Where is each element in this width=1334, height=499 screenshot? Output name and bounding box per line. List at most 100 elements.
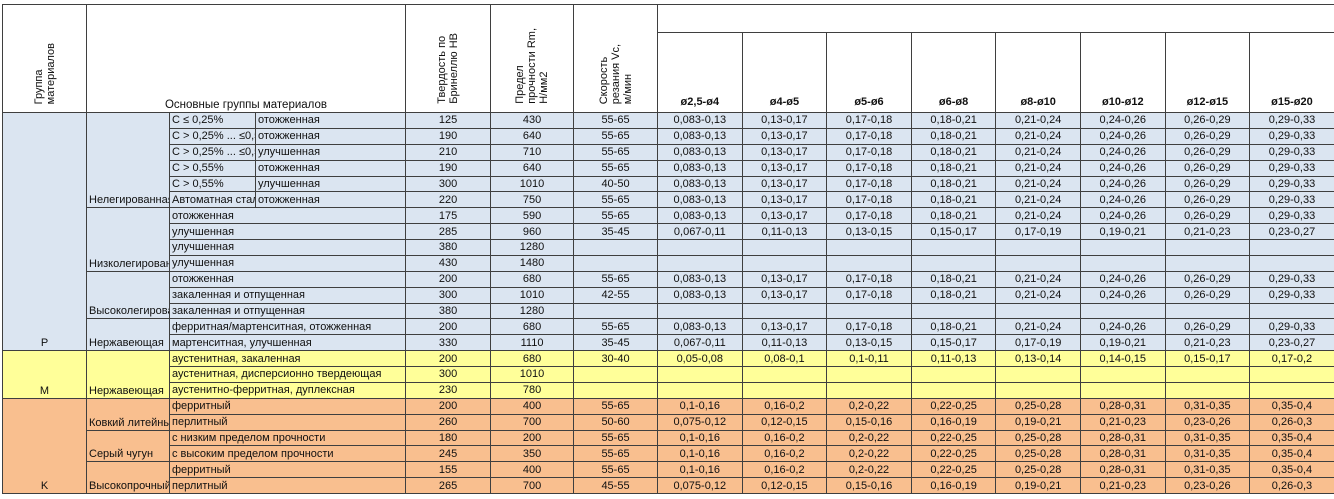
cell-feed-1[interactable]: 0,16-0,2 [741,461,828,479]
cell-feed-3[interactable]: 0,15-0,17 [910,334,997,352]
cell-material-group[interactable]: P [2,111,87,352]
cell-material-state[interactable]: отожженная [254,191,407,209]
cell-feed-6[interactable]: 0,23-0,26 [1164,477,1251,494]
cell-feed-4[interactable]: 0,17-0,19 [995,223,1081,240]
cell-feed-4[interactable] [995,302,1081,320]
cell-hardness-hb[interactable]: 190 [405,159,492,177]
cell-feed-1[interactable]: 0,13-0,17 [741,270,828,288]
cell-feed-0[interactable]: 0,083-0,13 [657,318,743,336]
cell-feed-2[interactable]: 0,17-0,18 [826,143,912,161]
cell-feed-6[interactable] [1164,381,1251,399]
cell-feed-3[interactable] [910,302,997,320]
cell-hardness-hb[interactable]: 200 [405,270,492,288]
cell-speed-vc[interactable] [573,381,659,399]
cell-feed-2[interactable]: 0,17-0,18 [826,127,912,145]
cell-feed-2[interactable]: 0,17-0,18 [826,207,912,225]
cell-feed-2[interactable]: 0,15-0,16 [826,413,912,431]
cell-speed-vc[interactable]: 55-65 [573,207,659,225]
cell-material-family[interactable]: Серый чугун [86,429,170,463]
cell-feed-3[interactable]: 0,18-0,21 [910,143,997,161]
cell-feed-7[interactable]: 0,29-0,33 [1249,207,1334,225]
cell-speed-vc[interactable] [573,239,659,256]
cell-feed-0[interactable]: 0,083-0,13 [657,175,743,193]
cell-speed-vc[interactable]: 55-65 [573,143,659,161]
cell-feed-1[interactable]: 0,16-0,2 [741,397,828,415]
header-material-group[interactable]: Группа материалов [2,4,87,113]
cell-feed-1[interactable] [741,381,828,399]
cell-feed-3[interactable]: 0,22-0,25 [910,429,997,447]
cell-strength-rm[interactable]: 640 [490,159,575,177]
cell-feed-2[interactable] [826,239,912,256]
cell-feed-1[interactable]: 0,13-0,17 [741,191,828,209]
cell-material[interactable]: ферритная/мартенситная, отожженная [168,318,407,336]
cell-feed-3[interactable]: 0,22-0,25 [910,445,997,463]
cell-strength-rm[interactable]: 1280 [490,302,575,320]
cell-feed-4[interactable]: 0,21-0,24 [995,175,1081,193]
cell-material-state[interactable]: улучшенная [254,143,407,161]
cell-feed-4[interactable]: 0,25-0,28 [995,397,1081,415]
cell-hardness-hb[interactable]: 380 [405,302,492,320]
cell-feed-1[interactable] [741,302,828,320]
cell-feed-5[interactable]: 0,24-0,26 [1079,112,1166,129]
cell-feed-0[interactable] [657,254,743,272]
header-diameter-2[interactable]: ø5-ø6 [826,32,912,113]
cell-feed-6[interactable]: 0,26-0,29 [1164,112,1251,129]
cell-feed-0[interactable]: 0,05-0,08 [657,350,743,367]
cell-material-family[interactable]: Нержавеющая [86,318,170,352]
cell-hardness-hb[interactable]: 300 [405,175,492,193]
header-diameter-1[interactable]: ø4-ø5 [741,32,828,113]
cell-feed-2[interactable]: 0,17-0,18 [826,159,912,177]
cell-feed-5[interactable] [1079,381,1166,399]
cell-feed-7[interactable]: 0,23-0,27 [1249,334,1334,352]
cell-speed-vc[interactable]: 55-65 [573,270,659,288]
cell-strength-rm[interactable]: 1010 [490,286,575,304]
cell-feed-4[interactable]: 0,21-0,24 [995,112,1081,129]
cell-feed-2[interactable]: 0,17-0,18 [826,175,912,193]
cell-feed-0[interactable]: 0,083-0,13 [657,191,743,209]
cell-feed-1[interactable]: 0,13-0,17 [741,127,828,145]
cell-speed-vc[interactable]: 45-55 [573,477,659,494]
cell-hardness-hb[interactable]: 200 [405,318,492,336]
cell-feed-5[interactable]: 0,24-0,26 [1079,191,1166,209]
cell-feed-5[interactable] [1079,254,1166,272]
cell-speed-vc[interactable]: 40-50 [573,175,659,193]
cell-hardness-hb[interactable]: 260 [405,413,492,431]
cell-material-group[interactable]: K [2,397,87,495]
cell-hardness-hb[interactable]: 125 [405,112,492,129]
cell-strength-rm[interactable]: 400 [490,397,575,415]
cell-feed-6[interactable]: 0,26-0,29 [1164,159,1251,177]
cell-strength-rm[interactable]: 680 [490,350,575,367]
cell-speed-vc[interactable]: 42-55 [573,286,659,304]
cell-strength-rm[interactable]: 710 [490,143,575,161]
cell-feed-1[interactable]: 0,08-0,1 [741,350,828,367]
header-brinell-hardness[interactable]: Твердость по Бринеллю HB [405,4,492,113]
cell-hardness-hb[interactable]: 330 [405,334,492,352]
cell-material-state[interactable]: отожженная [254,127,407,145]
cell-speed-vc[interactable]: 55-65 [573,318,659,336]
cell-feed-5[interactable]: 0,28-0,31 [1079,445,1166,463]
cell-feed-3[interactable]: 0,18-0,21 [910,270,997,288]
cell-feed-2[interactable]: 0,17-0,18 [826,191,912,209]
cell-feed-6[interactable]: 0,21-0,23 [1164,223,1251,240]
cell-feed-1[interactable]: 0,11-0,13 [741,223,828,240]
cell-feed-7[interactable] [1249,381,1334,399]
cell-feed-6[interactable]: 0,26-0,29 [1164,143,1251,161]
cell-feed-3[interactable] [910,254,997,272]
cell-material[interactable]: аустенитная, закаленная [168,350,407,367]
cell-feed-1[interactable]: 0,13-0,17 [741,159,828,177]
cell-feed-0[interactable] [657,366,743,383]
cell-material-family[interactable]: Высокопрочный [86,461,170,494]
cell-material[interactable]: с высоким пределом прочности [168,445,407,463]
cell-feed-7[interactable] [1249,366,1334,383]
cell-speed-vc[interactable]: 55-65 [573,127,659,145]
cell-feed-7[interactable]: 0,29-0,33 [1249,143,1334,161]
header-diameter-7[interactable]: ø15-ø20 [1249,32,1334,113]
cell-feed-2[interactable]: 0,17-0,18 [826,286,912,304]
cell-hardness-hb[interactable]: 380 [405,239,492,256]
cell-material[interactable]: C ≤ 0,25% [169,112,256,129]
cell-feed-5[interactable]: 0,24-0,26 [1079,286,1166,304]
cell-speed-vc[interactable]: 35-45 [573,223,659,240]
cell-material[interactable]: закаленная и отпущенная [168,286,407,304]
cell-material[interactable]: аустенитная, дисперсионно твердеющая [168,366,407,383]
header-diameter-6[interactable]: ø12-ø15 [1164,32,1251,113]
